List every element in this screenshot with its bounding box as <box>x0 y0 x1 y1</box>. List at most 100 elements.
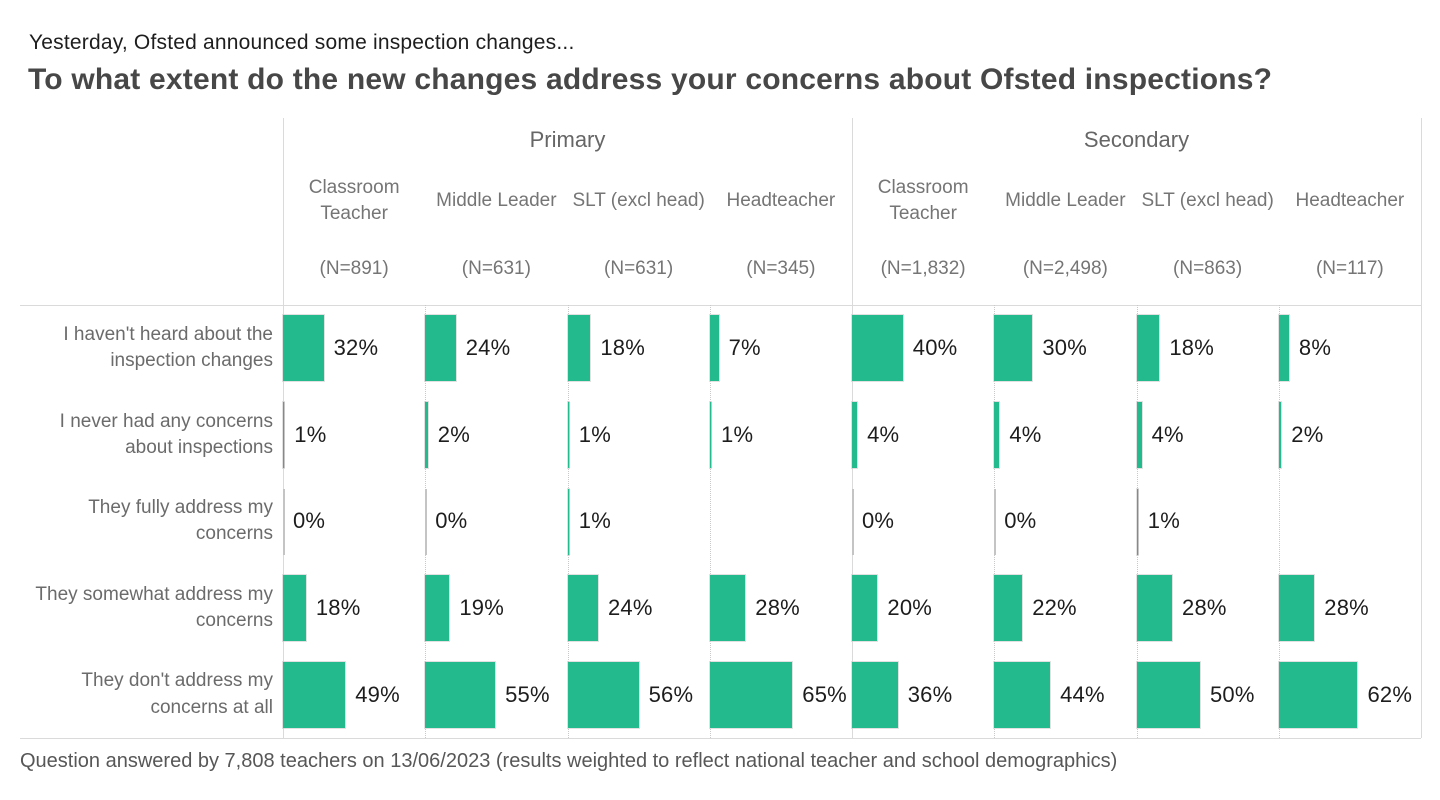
bar <box>283 575 306 642</box>
bar-value-label: 1% <box>294 421 327 447</box>
bar-baseline <box>852 488 854 555</box>
bar <box>567 575 598 642</box>
row-label: I never had any concerns about inspectio… <box>59 410 273 458</box>
bar <box>567 661 639 728</box>
bar-value-label: 20% <box>887 595 933 621</box>
column-sample-size: (N=345) <box>746 258 816 279</box>
bar-value-label: 1% <box>1147 508 1180 534</box>
bar-value-label: 50% <box>1210 681 1255 707</box>
bar-value-label: 62% <box>1367 681 1413 707</box>
bar-value-label: 7% <box>728 335 761 361</box>
bar-baseline <box>994 488 997 555</box>
bar <box>567 315 591 382</box>
bar <box>1136 488 1138 555</box>
bar-value-label: 30% <box>1042 335 1087 361</box>
bar <box>709 661 793 728</box>
bar-value-label: 28% <box>755 595 800 621</box>
bar <box>709 575 746 642</box>
bar <box>1136 661 1200 728</box>
bar-value-label: 1% <box>578 508 611 534</box>
bar-value-label: 18% <box>1169 335 1214 361</box>
bar-value-label: 4% <box>1009 421 1042 447</box>
bar-value-label: 0% <box>435 508 468 534</box>
bar <box>852 661 898 728</box>
bar <box>1136 401 1142 468</box>
bar-value-label: 18% <box>600 335 645 361</box>
bar <box>994 401 1000 468</box>
chart-footnote: Question answered by 7,808 teachers on 1… <box>20 750 1118 772</box>
bar-value-label: 24% <box>607 595 653 621</box>
row-label: I haven't heard about the inspection cha… <box>63 324 273 372</box>
bar-value-label: 36% <box>907 681 953 707</box>
bar <box>709 315 719 382</box>
column-header: SLT (excl head) <box>572 190 705 212</box>
bar <box>283 661 346 728</box>
column-header: Middle Leader <box>1005 190 1126 212</box>
column-header: Headteacher <box>1295 190 1405 212</box>
bar <box>852 315 903 382</box>
column-sample-size: (N=117) <box>1315 258 1384 279</box>
bar-value-label: 28% <box>1182 595 1227 621</box>
group-separator-line <box>1420 118 1422 738</box>
chart-header-separator-line <box>20 305 1421 306</box>
bar <box>425 401 428 468</box>
bar-value-label: 0% <box>862 508 895 534</box>
column-separator-line <box>709 305 711 738</box>
group-label-primary: Primary <box>529 127 606 152</box>
bar-value-label: 19% <box>459 595 505 621</box>
chart-subtitle: Yesterday, Ofsted announced some inspect… <box>29 31 575 54</box>
bar <box>852 575 878 642</box>
bar <box>852 401 858 468</box>
column-sample-size: (N=863) <box>1173 258 1243 279</box>
column-header: SLT (excl head) <box>1141 190 1274 212</box>
bar <box>709 401 712 468</box>
bar <box>425 661 496 728</box>
bar-value-label: 4% <box>1151 421 1184 447</box>
bar-value-label: 56% <box>648 681 694 707</box>
bar <box>567 401 569 468</box>
chart-title: To what extent do the new changes addres… <box>28 63 1273 96</box>
bar-baseline <box>283 488 285 555</box>
column-header: Classroom Teacher <box>308 177 400 224</box>
bar <box>567 488 569 555</box>
group-label-secondary: Secondary <box>1083 127 1190 152</box>
bar <box>283 315 324 382</box>
column-header: Middle Leader <box>436 190 557 212</box>
bar-value-label: 2% <box>437 421 470 447</box>
bar <box>1136 575 1173 642</box>
bar <box>1136 315 1160 382</box>
bar-value-label: 28% <box>1324 595 1369 621</box>
bar-value-label: 1% <box>721 421 754 447</box>
column-sample-size: (N=891) <box>319 258 389 279</box>
bar-value-label: 0% <box>1004 508 1037 534</box>
bar-value-label: 65% <box>802 681 847 707</box>
bar-value-label: 49% <box>355 681 400 707</box>
bar-value-label: 24% <box>465 335 511 361</box>
bar <box>425 575 450 642</box>
bar <box>1278 401 1282 468</box>
bar <box>1278 661 1358 728</box>
column-sample-size: (N=1,832) <box>880 258 966 279</box>
bar <box>994 575 1023 642</box>
bar <box>1278 315 1289 382</box>
bar-baseline <box>425 488 428 555</box>
bar <box>1278 575 1315 642</box>
bar-value-label: 18% <box>315 595 361 621</box>
bar-value-label: 2% <box>1291 421 1324 447</box>
bar-value-label: 1% <box>578 421 611 447</box>
bar <box>994 315 1033 382</box>
row-label: They fully address my concerns <box>88 497 273 545</box>
bar-value-label: 0% <box>293 508 326 534</box>
row-label: They don't address my concerns at all <box>81 670 273 718</box>
chart-bottom-line <box>20 738 1421 739</box>
column-sample-size: (N=631) <box>604 258 674 279</box>
bar <box>283 401 285 468</box>
column-sample-size: (N=631) <box>461 258 531 279</box>
bar-value-label: 40% <box>912 335 958 361</box>
bar-value-label: 22% <box>1032 595 1077 621</box>
bar-value-label: 55% <box>505 681 550 707</box>
column-header: Classroom Teacher <box>877 177 969 224</box>
bar <box>994 661 1051 728</box>
column-header: Headteacher <box>726 190 836 212</box>
